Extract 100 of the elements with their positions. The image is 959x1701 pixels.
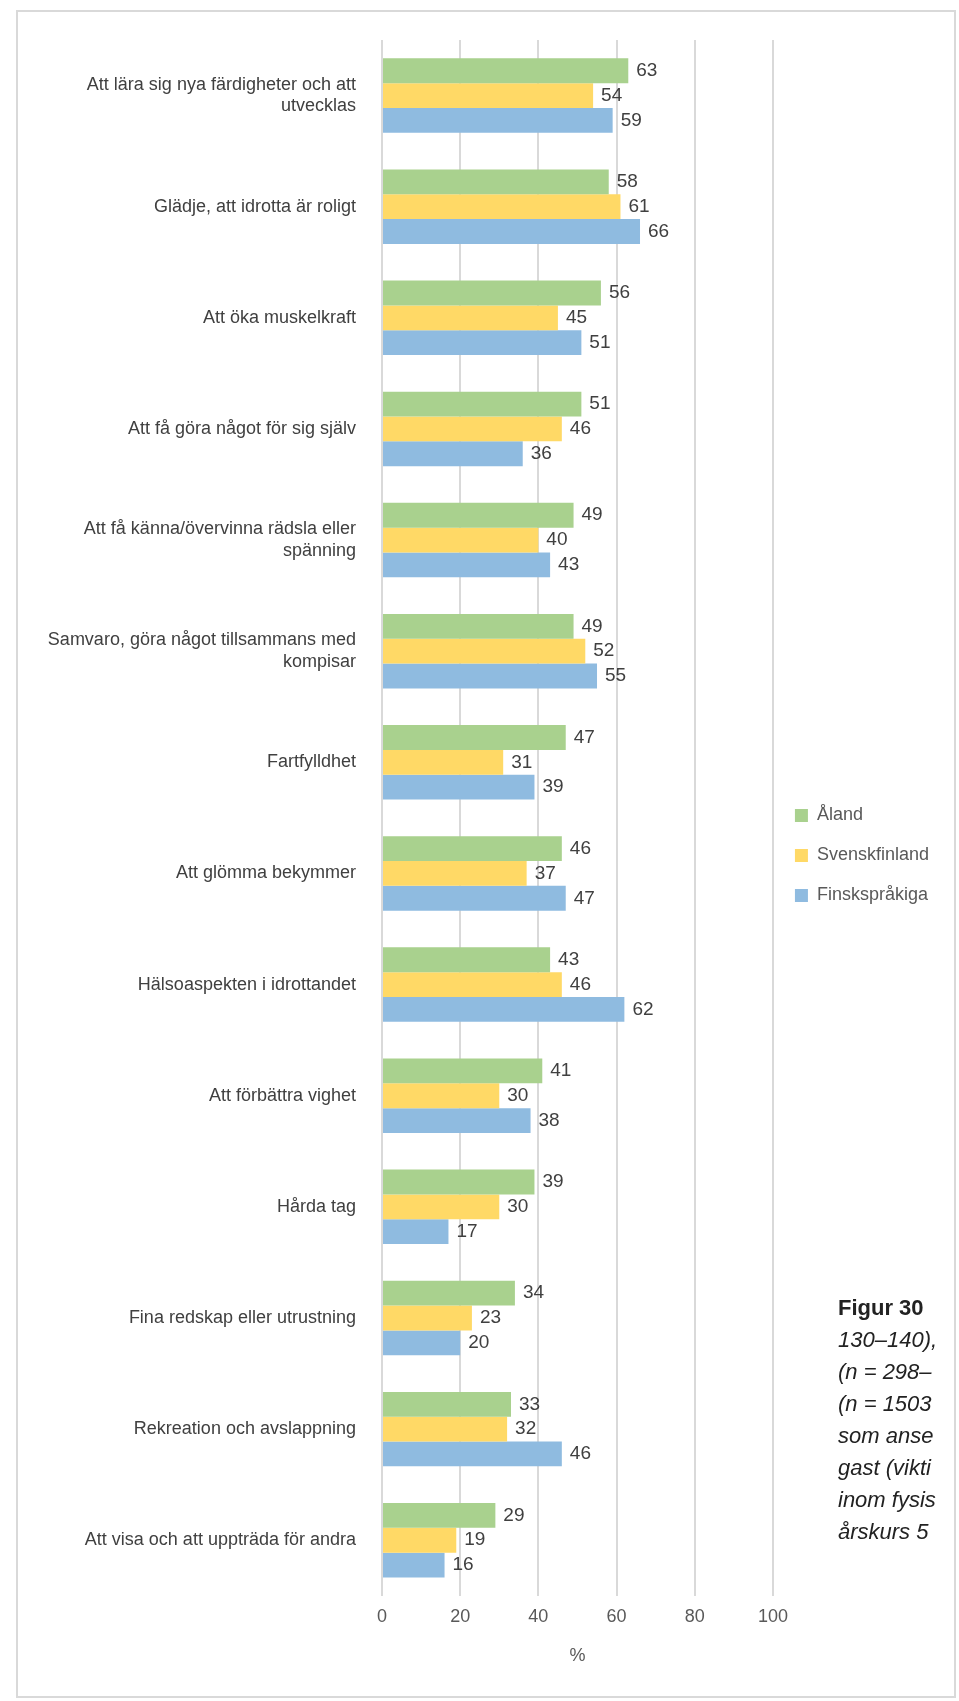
y-tick-label: Att få känna/övervinna rädsla eller spänning bbox=[83, 518, 356, 560]
data-label: 39 bbox=[542, 775, 564, 797]
data-label: 19 bbox=[464, 1528, 486, 1550]
bar bbox=[383, 1552, 445, 1578]
x-tick-label: 60 bbox=[606, 1605, 627, 1626]
y-tick-label: Glädje, att idrotta är roligt bbox=[153, 195, 356, 216]
bar bbox=[383, 1108, 531, 1133]
data-label: 17 bbox=[456, 1219, 478, 1241]
bar bbox=[383, 219, 641, 244]
bar bbox=[383, 613, 574, 639]
y-tick-label: Att visa och att uppträda för andra bbox=[84, 1529, 357, 1550]
x-tick-label: 100 bbox=[757, 1605, 788, 1626]
text: gast (vikti bbox=[838, 1454, 933, 1482]
bar bbox=[383, 280, 601, 306]
data-label: 66 bbox=[648, 219, 670, 241]
y-tick-label: Hårda tag bbox=[276, 1195, 356, 1216]
bar bbox=[383, 441, 523, 467]
bar bbox=[383, 58, 629, 84]
data-label: 34 bbox=[522, 1281, 545, 1303]
data-label: 30 bbox=[507, 1195, 529, 1217]
data-label: 55 bbox=[605, 664, 627, 686]
bar bbox=[383, 416, 562, 442]
bar bbox=[383, 552, 551, 578]
bar bbox=[383, 836, 562, 862]
y-tick-label: Att glömma bekymmer bbox=[175, 862, 356, 883]
bar bbox=[383, 638, 586, 664]
bar bbox=[383, 169, 609, 195]
bar bbox=[383, 305, 558, 331]
text: (n = 1503 bbox=[838, 1390, 933, 1418]
data-label: 46 bbox=[569, 417, 591, 439]
data-label: 54 bbox=[601, 83, 623, 105]
legend-label: Finskspråkiga bbox=[816, 884, 929, 905]
bar bbox=[383, 1503, 496, 1528]
bar bbox=[383, 861, 527, 886]
bar bbox=[383, 502, 574, 528]
bar bbox=[383, 527, 539, 553]
y-tick-label: Rekreation och avslappning bbox=[133, 1418, 356, 1439]
data-label: 49 bbox=[581, 503, 603, 525]
bar bbox=[383, 83, 594, 108]
bar bbox=[383, 1219, 449, 1245]
y-tick-label: Hälsoaspekten i idrottandet bbox=[137, 973, 356, 994]
data-label: 29 bbox=[503, 1503, 525, 1525]
bar bbox=[383, 1058, 543, 1084]
bar bbox=[383, 1391, 512, 1417]
data-label: 49 bbox=[581, 614, 603, 636]
data-label: 20 bbox=[468, 1331, 490, 1353]
data-label: 58 bbox=[616, 170, 638, 192]
bar bbox=[383, 1330, 461, 1356]
bar bbox=[383, 1527, 457, 1553]
legend-label: Svenskfinland bbox=[816, 844, 930, 865]
text: Figur 30 bbox=[838, 1294, 925, 1322]
y-tick-label: Fina redskap eller utrustning bbox=[128, 1306, 356, 1327]
text: (n = 298– bbox=[838, 1358, 933, 1386]
data-label: 47 bbox=[573, 725, 595, 747]
data-label: 43 bbox=[558, 948, 580, 970]
bar bbox=[383, 749, 504, 775]
x-axis-title: % bbox=[569, 1645, 586, 1666]
data-label: 30 bbox=[507, 1083, 529, 1105]
text: inom fysis bbox=[838, 1486, 937, 1514]
bar bbox=[383, 194, 621, 220]
data-label: 38 bbox=[538, 1108, 560, 1130]
bar bbox=[383, 885, 566, 911]
bar bbox=[383, 725, 566, 750]
data-label: 56 bbox=[608, 281, 631, 303]
bar bbox=[383, 972, 562, 997]
data-label: 23 bbox=[479, 1306, 502, 1328]
bar bbox=[383, 107, 613, 133]
y-tick-label: Samvaro, göra något tillsammans med kompisar bbox=[47, 629, 356, 671]
data-label: 46 bbox=[569, 1442, 591, 1464]
data-label: 62 bbox=[632, 997, 654, 1019]
data-label: 51 bbox=[589, 330, 611, 352]
x-tick-label: 80 bbox=[684, 1605, 705, 1626]
bar bbox=[383, 1083, 500, 1109]
data-label: 45 bbox=[565, 306, 588, 328]
data-label: 16 bbox=[452, 1553, 474, 1575]
data-label: 41 bbox=[550, 1059, 572, 1081]
data-label: 46 bbox=[569, 972, 591, 994]
bar bbox=[383, 1194, 500, 1220]
x-tick-label: 0 bbox=[376, 1605, 388, 1626]
data-label: 39 bbox=[542, 1170, 564, 1192]
data-label: 40 bbox=[546, 528, 568, 550]
bar bbox=[383, 997, 625, 1022]
bar bbox=[383, 1441, 562, 1467]
x-tick-label: 40 bbox=[528, 1605, 549, 1626]
bar bbox=[383, 391, 582, 417]
y-tick-label: Att lära sig nya färdigheter och att utvecklas bbox=[86, 73, 356, 116]
data-label: 63 bbox=[636, 58, 658, 80]
bar bbox=[383, 663, 598, 689]
legend-label: Åland bbox=[816, 804, 863, 825]
data-label: 32 bbox=[515, 1417, 537, 1439]
bar bbox=[383, 330, 582, 356]
data-label: 46 bbox=[569, 836, 591, 858]
data-label: 37 bbox=[534, 861, 556, 883]
bar bbox=[383, 947, 551, 973]
text: som anse bbox=[838, 1422, 935, 1450]
text: 130–140), bbox=[838, 1326, 938, 1354]
data-label: 31 bbox=[511, 750, 533, 772]
data-label: 61 bbox=[628, 194, 650, 216]
bar bbox=[383, 774, 535, 800]
bar bbox=[383, 1280, 515, 1306]
